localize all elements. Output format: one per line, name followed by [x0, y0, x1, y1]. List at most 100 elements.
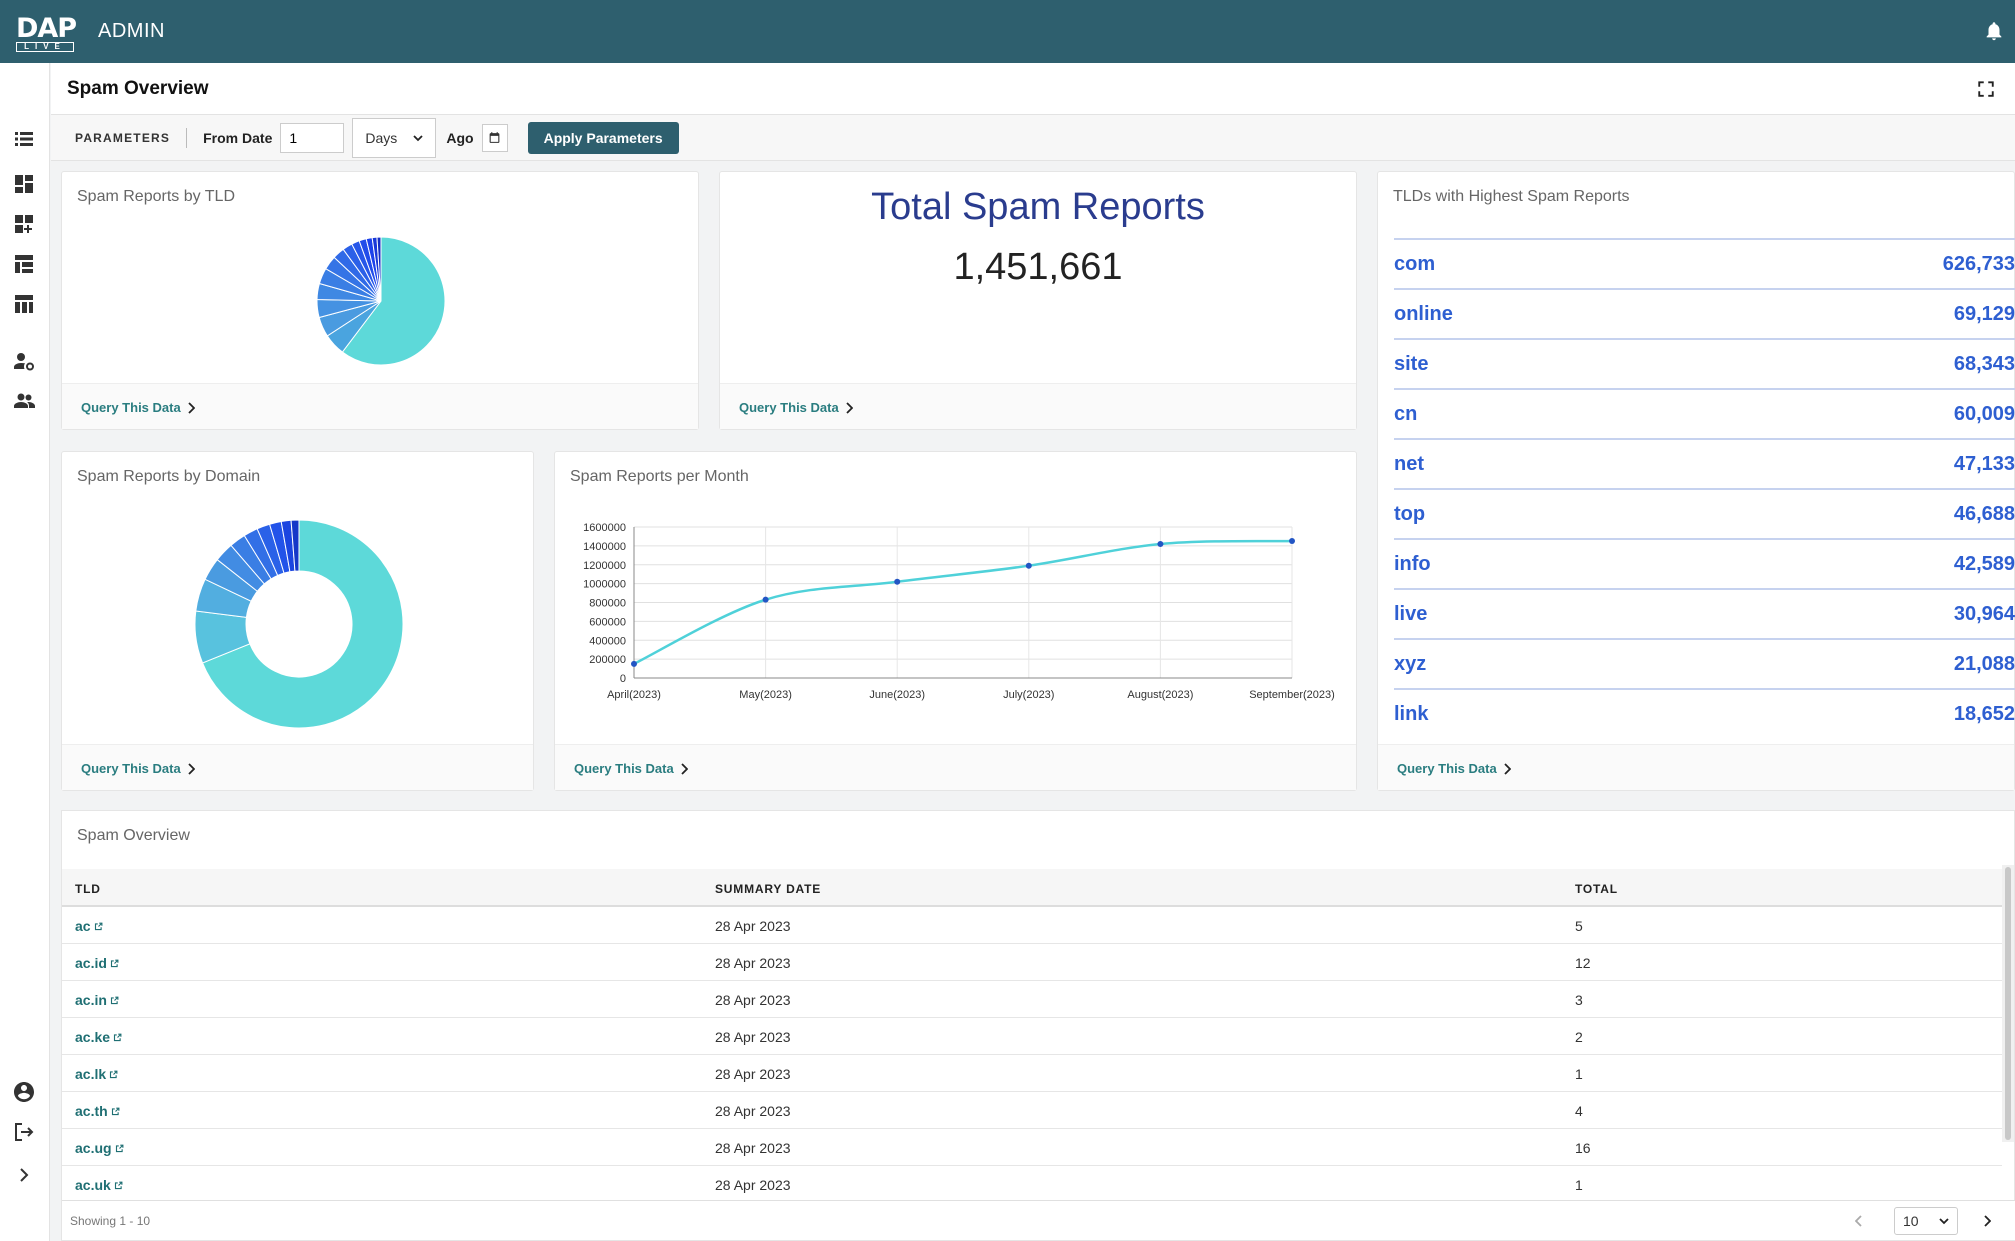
- tld-link[interactable]: ac.id: [75, 955, 119, 971]
- logout-icon[interactable]: [12, 1120, 36, 1144]
- table-row: ac.ke 28 Apr 2023 2: [62, 1018, 2002, 1055]
- tld-link[interactable]: ac: [75, 918, 103, 934]
- account-circle-icon[interactable]: [12, 1080, 36, 1104]
- tld-link-text: ac.in: [75, 992, 107, 1008]
- table-icon[interactable]: [12, 252, 36, 276]
- query-link-label: Query This Data: [81, 400, 181, 415]
- external-link-icon: [110, 1070, 118, 1078]
- pie-slice[interactable]: [376, 237, 382, 302]
- table-scrollbar[interactable]: [2002, 865, 2014, 1142]
- tld-link[interactable]: ac.uk: [75, 1177, 123, 1193]
- column-header-summary-date[interactable]: SUMMARY DATE: [715, 882, 822, 896]
- dap-live-logo[interactable]: DAP LIVE: [16, 15, 78, 52]
- scrollbar-thumb[interactable]: [2005, 867, 2011, 1140]
- top-tld-count: 68,343: [1953, 352, 2015, 375]
- top-tld-name: info: [1394, 552, 1431, 575]
- data-point[interactable]: [1289, 537, 1295, 544]
- query-link-label: Query This Data: [81, 761, 181, 776]
- table-row: ac.th 28 Apr 2023 4: [62, 1092, 2002, 1129]
- top-tld-row[interactable]: link 18,652: [1394, 688, 2015, 738]
- top-tld-row[interactable]: cn 60,009: [1394, 388, 2015, 438]
- ago-label: Ago: [446, 129, 474, 146]
- tld-link-text: ac.id: [75, 955, 107, 971]
- total-cell: 4: [1575, 1103, 1583, 1119]
- query-this-data-link[interactable]: Query This Data: [81, 400, 195, 415]
- data-point[interactable]: [894, 578, 901, 585]
- chevron-right-icon: [681, 762, 688, 775]
- top-tld-name: top: [1394, 502, 1426, 525]
- fullscreen-icon[interactable]: [1977, 80, 1995, 98]
- chevron-right-icon: [846, 401, 853, 414]
- top-tld-name: live: [1394, 602, 1428, 625]
- y-tick-label: 1600000: [583, 522, 626, 534]
- pie-slice[interactable]: [341, 237, 445, 365]
- menu-list-icon[interactable]: [12, 127, 36, 151]
- query-this-data-link[interactable]: Query This Data: [739, 400, 853, 415]
- top-tld-name: com: [1394, 252, 1436, 275]
- data-point[interactable]: [1025, 562, 1032, 569]
- expand-sidebar-chevron-icon[interactable]: [12, 1163, 36, 1187]
- next-page-icon[interactable]: [1983, 1215, 1991, 1227]
- data-point[interactable]: [1157, 540, 1164, 547]
- y-tick-label: 1200000: [583, 560, 626, 572]
- x-tick-label: June(2023): [869, 689, 925, 701]
- top-tld-name: net: [1394, 452, 1424, 475]
- top-tld-row[interactable]: net 47,133: [1394, 438, 2015, 488]
- card-footer: Query This Data: [555, 744, 1356, 790]
- pie-slice[interactable]: [290, 520, 300, 572]
- table-body: ac 28 Apr 2023 5 ac.id 28 Apr 2023 12 ac.in 28 …: [62, 907, 2002, 1203]
- query-this-data-link[interactable]: Query This Data: [1397, 761, 1511, 776]
- top-tld-count: 47,133: [1953, 452, 2015, 475]
- top-tld-row[interactable]: xyz 21,088: [1394, 638, 2015, 688]
- notification-bell-icon[interactable]: [1983, 20, 2005, 42]
- tld-link-text: ac.uk: [75, 1177, 111, 1193]
- tld-link-text: ac.ug: [75, 1140, 112, 1156]
- date-unit-select[interactable]: Days: [352, 117, 437, 158]
- dashboard-icon[interactable]: [12, 172, 36, 196]
- tld-link[interactable]: ac.lk: [75, 1066, 118, 1082]
- pie-slice[interactable]: [201, 520, 403, 728]
- top-tld-row[interactable]: online 69,129: [1394, 288, 2015, 338]
- calendar-button[interactable]: [481, 123, 508, 152]
- apply-parameters-button[interactable]: Apply Parameters: [527, 121, 679, 154]
- chevron-right-icon: [188, 401, 195, 414]
- query-this-data-link[interactable]: Query This Data: [81, 761, 195, 776]
- tld-link-text: ac.ke: [75, 1029, 111, 1045]
- tld-pie-card: Spam Reports by TLD Query This Data: [61, 171, 699, 430]
- card-title: TLDs with Highest Spam Reports: [1393, 188, 1630, 205]
- tld-pie-chart: [317, 237, 445, 365]
- page-size-select[interactable]: 10: [1894, 1207, 1958, 1235]
- tld-link[interactable]: ac.ke: [75, 1029, 122, 1045]
- top-tld-row[interactable]: info 42,589: [1394, 538, 2015, 588]
- data-point[interactable]: [762, 596, 769, 603]
- top-tld-row[interactable]: com 626,733: [1394, 238, 2015, 288]
- domain-donut-chart: [195, 520, 403, 728]
- from-date-input[interactable]: [280, 122, 345, 153]
- tld-link[interactable]: ac.ug: [75, 1140, 124, 1156]
- table-row: ac.ug 28 Apr 2023 16: [62, 1129, 2002, 1166]
- add-dashboard-icon[interactable]: [12, 212, 36, 236]
- card-footer: Query This Data: [62, 744, 533, 790]
- y-tick-label: 1400000: [583, 541, 626, 553]
- top-tld-row[interactable]: top 46,688: [1394, 488, 2015, 538]
- calendar-icon: [489, 132, 500, 143]
- summary-date-cell: 28 Apr 2023: [715, 918, 791, 934]
- previous-page-icon[interactable]: [1855, 1215, 1863, 1227]
- users-icon[interactable]: [12, 389, 36, 413]
- total-cell: 2: [1575, 1029, 1583, 1045]
- tld-link-text: ac: [75, 918, 91, 934]
- tld-link[interactable]: ac.in: [75, 992, 119, 1008]
- total-spam-value: 1,451,661: [953, 246, 1123, 288]
- query-this-data-link[interactable]: Query This Data: [574, 761, 688, 776]
- top-tld-row[interactable]: live 30,964: [1394, 588, 2015, 638]
- table-view-icon[interactable]: [12, 292, 36, 316]
- top-tld-row[interactable]: site 68,343: [1394, 338, 2015, 388]
- user-settings-icon[interactable]: [12, 349, 36, 373]
- top-tld-count: 626,733: [1942, 252, 2015, 275]
- column-header-tld[interactable]: TLD: [75, 882, 101, 896]
- data-point[interactable]: [631, 660, 637, 667]
- column-header-total[interactable]: TOTAL: [1575, 882, 1618, 896]
- tld-link[interactable]: ac.th: [75, 1103, 120, 1119]
- summary-date-cell: 28 Apr 2023: [715, 1177, 791, 1193]
- summary-date-cell: 28 Apr 2023: [715, 1066, 791, 1082]
